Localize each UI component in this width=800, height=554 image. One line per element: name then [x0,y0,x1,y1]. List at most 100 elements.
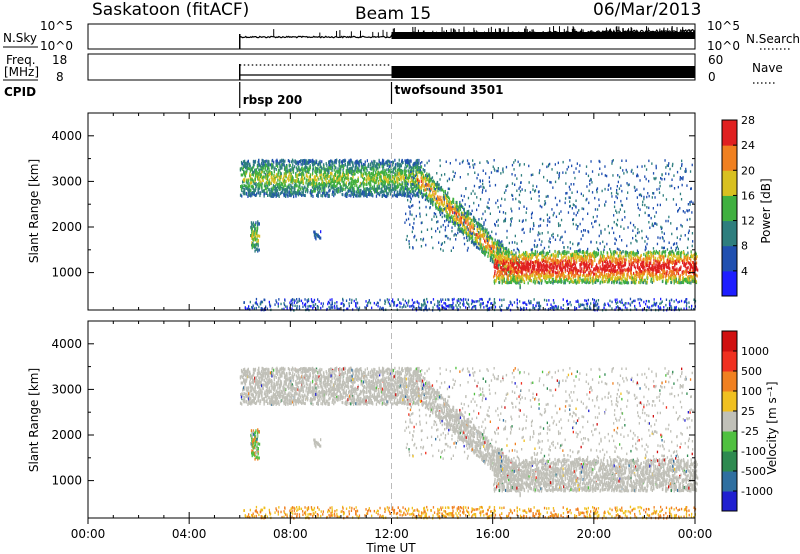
power-cell [593,272,595,276]
power-cell [484,247,486,251]
power-cell [345,194,347,198]
power-cell [513,269,515,272]
power-cell [363,188,365,192]
date-title: 06/Mar/2013 [593,0,701,20]
power-cell [341,160,343,164]
power-cell [527,281,529,285]
power-cell [470,235,473,239]
power-cell [595,251,598,255]
power-cell [382,189,384,193]
power-cell [354,184,356,187]
power-cell [265,176,267,180]
power-cell [321,182,324,186]
power-cell [382,165,385,169]
power-cell [381,164,383,168]
power-cell [407,176,409,180]
power-cell [279,165,281,169]
power-cell [252,170,254,174]
power-cell [589,262,591,266]
power-cell [500,253,502,257]
power-cell [250,181,252,185]
power-cell [366,172,368,176]
power-cell [592,262,594,266]
power-cell [562,251,564,255]
power-cell [445,196,447,200]
power-cell [288,164,291,168]
power-cell [602,250,605,254]
power-cell [296,169,298,173]
power-cell [268,178,271,182]
power-cell [518,270,520,274]
power-cell [263,189,265,192]
power-cell [289,160,291,164]
power-cell [377,162,379,166]
power-cell [395,180,397,184]
power-cell [316,194,318,197]
power-cell [246,184,248,188]
power-cell [305,181,307,185]
power-cell [378,160,380,164]
power-cell [276,162,278,166]
power-cell [586,266,588,270]
power-cell [348,170,351,174]
power-cell [386,192,388,196]
power-cell [468,238,470,242]
power-cell [410,189,412,193]
power-cell [465,236,468,240]
power-cell [301,179,303,183]
power-cell [589,276,591,280]
power-cell [285,179,287,183]
power-cell [552,274,554,277]
power-cell [376,166,379,170]
power-cell [299,168,301,172]
power-cell [491,237,494,241]
power-cell [334,160,336,164]
power-cell [253,182,255,185]
power-cell [570,280,572,284]
power-cell [555,271,557,275]
power-cell [437,206,439,210]
noise-sky-label: N.Sky [3,31,37,45]
power-cell [399,176,402,180]
power-cell [527,257,529,261]
power-cell [534,277,536,280]
power-cell [622,272,624,276]
power-cell [326,176,328,180]
power-cell [332,175,334,179]
power-cell [305,170,307,174]
power-cell [604,269,606,273]
power-cell [252,173,255,177]
power-cell [380,173,382,177]
power-cell [605,257,608,261]
power-cell [311,192,313,196]
power-cell [523,279,525,283]
power-cell [314,175,317,179]
power-cell [622,268,624,272]
power-cell [485,245,487,249]
power-cell [271,178,273,182]
power-cell [301,190,303,194]
power-cell [603,280,605,284]
power-cell [363,168,366,172]
power-cell [329,160,331,164]
power-cell [433,188,435,192]
power-cell [458,221,460,225]
power-cell [327,173,329,177]
power-cell [362,180,365,184]
power-cell [270,193,272,197]
power-cell [408,192,410,196]
power-cell [449,205,451,209]
power-cell [591,253,593,257]
power-cell [536,269,538,273]
power-cell [270,181,272,185]
power-cell [349,167,351,171]
power-cell [487,233,489,237]
power-cell [420,186,423,190]
power-cell [597,252,600,256]
power-cell [360,188,362,192]
power-cell [612,259,614,263]
power-cell [347,161,349,164]
power-cell [583,261,585,265]
power-cell [340,165,342,169]
power-cell [400,164,402,168]
